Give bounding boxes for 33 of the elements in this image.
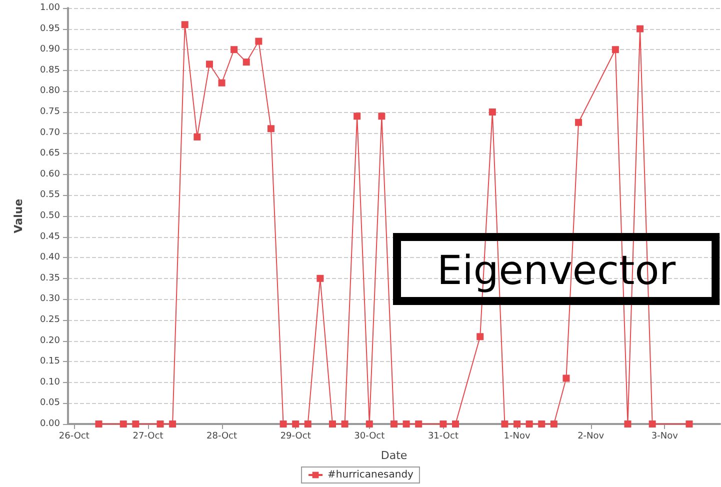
- y-tick-label: 0.95: [40, 24, 60, 34]
- x-tick-label: 3-Nov: [651, 432, 679, 442]
- x-axis-title: Date: [380, 449, 408, 462]
- y-tick-label: 0.80: [40, 86, 60, 96]
- y-tick-label: 0.00: [40, 419, 60, 429]
- y-axis-title: Value: [12, 198, 25, 234]
- x-tick-label: 2-Nov: [578, 432, 605, 442]
- x-tick-label: 28-Oct: [206, 432, 238, 442]
- y-tick-label: 0.55: [40, 190, 60, 200]
- legend-label: #hurricanesandy: [328, 470, 414, 480]
- y-tick-label: 0.90: [40, 44, 60, 55]
- y-tick-label: 1.00: [40, 3, 60, 13]
- y-tick-label: 0.60: [40, 169, 60, 180]
- x-tick-label: 29-Oct: [280, 432, 312, 442]
- x-tick-label: 30-Oct: [354, 432, 386, 442]
- y-tick-label: 0.65: [40, 148, 60, 159]
- y-tick-label: 0.50: [40, 211, 60, 221]
- y-tick-label: 0.05: [40, 398, 60, 408]
- y-tick-label: 0.15: [40, 356, 60, 367]
- x-tick-label: 27-Oct: [132, 432, 164, 442]
- y-tick-label: 0.20: [40, 336, 60, 346]
- y-tick-label: 0.85: [40, 65, 60, 76]
- y-tick-label: 0.10: [40, 377, 60, 388]
- y-tick-label: 0.70: [40, 128, 60, 138]
- y-tick-label: 0.30: [40, 294, 60, 304]
- y-tick-label: 0.35: [40, 273, 60, 284]
- x-tick-label: 31-Oct: [428, 432, 459, 442]
- y-tick-label: 0.75: [40, 107, 60, 117]
- x-tick-label: 1-Nov: [504, 432, 531, 442]
- y-tick-label: 0.45: [40, 232, 60, 242]
- x-tick-label: 26-Oct: [58, 432, 90, 442]
- y-tick-label: 0.25: [40, 315, 60, 325]
- y-tick-label: 0.40: [40, 252, 60, 263]
